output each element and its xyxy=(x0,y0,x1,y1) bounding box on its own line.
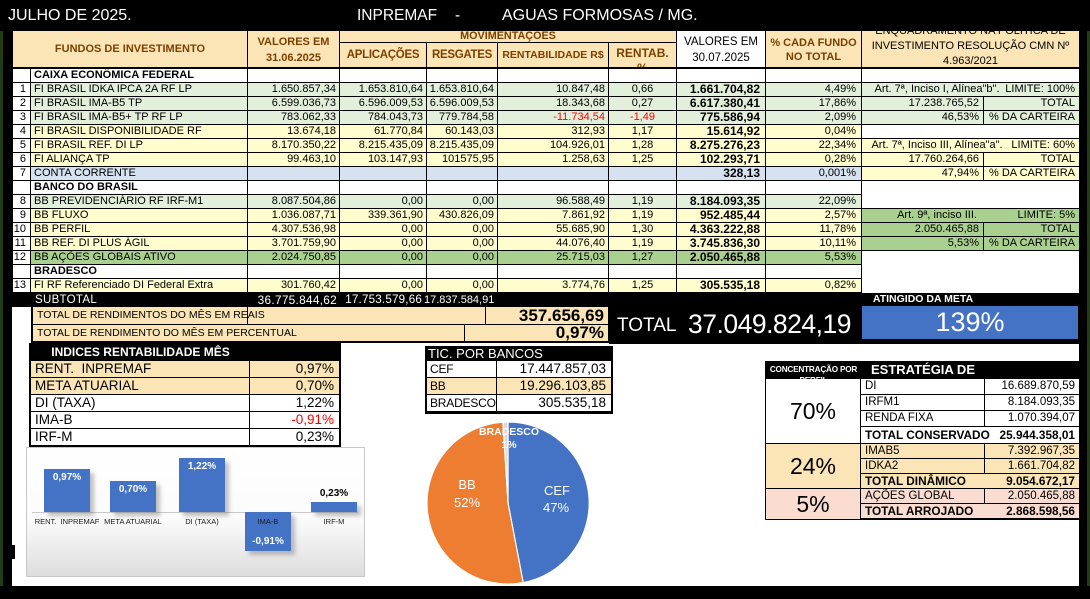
svg-text:BRADESCO: BRADESCO xyxy=(479,426,539,438)
svg-text:52%: 52% xyxy=(454,495,480,510)
svg-text:47%: 47% xyxy=(543,500,569,515)
svg-text:BB: BB xyxy=(458,477,475,492)
svg-text:CEF: CEF xyxy=(544,483,570,498)
svg-text:1%: 1% xyxy=(501,439,517,451)
